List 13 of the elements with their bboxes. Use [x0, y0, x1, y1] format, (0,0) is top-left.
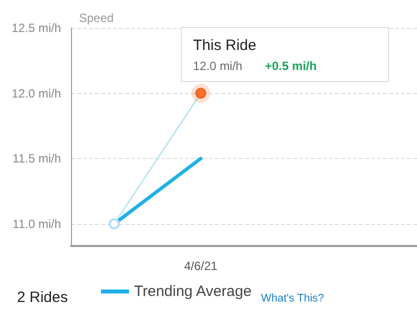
y-tick-label: 11.0 mi/h [12, 216, 61, 231]
info-card: This Ride 12.0 mi/h +0.5 mi/h [181, 27, 389, 82]
annotation: 12.0 mi/h [193, 59, 242, 73]
text: 2 Rides [17, 289, 68, 306]
x-tick-label: 4/6/21 [184, 259, 218, 273]
annotation: +0.5 mi/h [265, 59, 317, 73]
annotation: This Ride [193, 37, 256, 54]
y-tick-label: 12.5 mi/h [12, 21, 61, 35]
y-tick-label: 12.0 mi/h [12, 86, 61, 100]
y-tick-label: 11.5 mi/h [12, 152, 61, 166]
legend-label: Trending Average [134, 283, 252, 300]
text: What's This? [261, 292, 324, 304]
y-axis-title: Speed [79, 11, 114, 25]
